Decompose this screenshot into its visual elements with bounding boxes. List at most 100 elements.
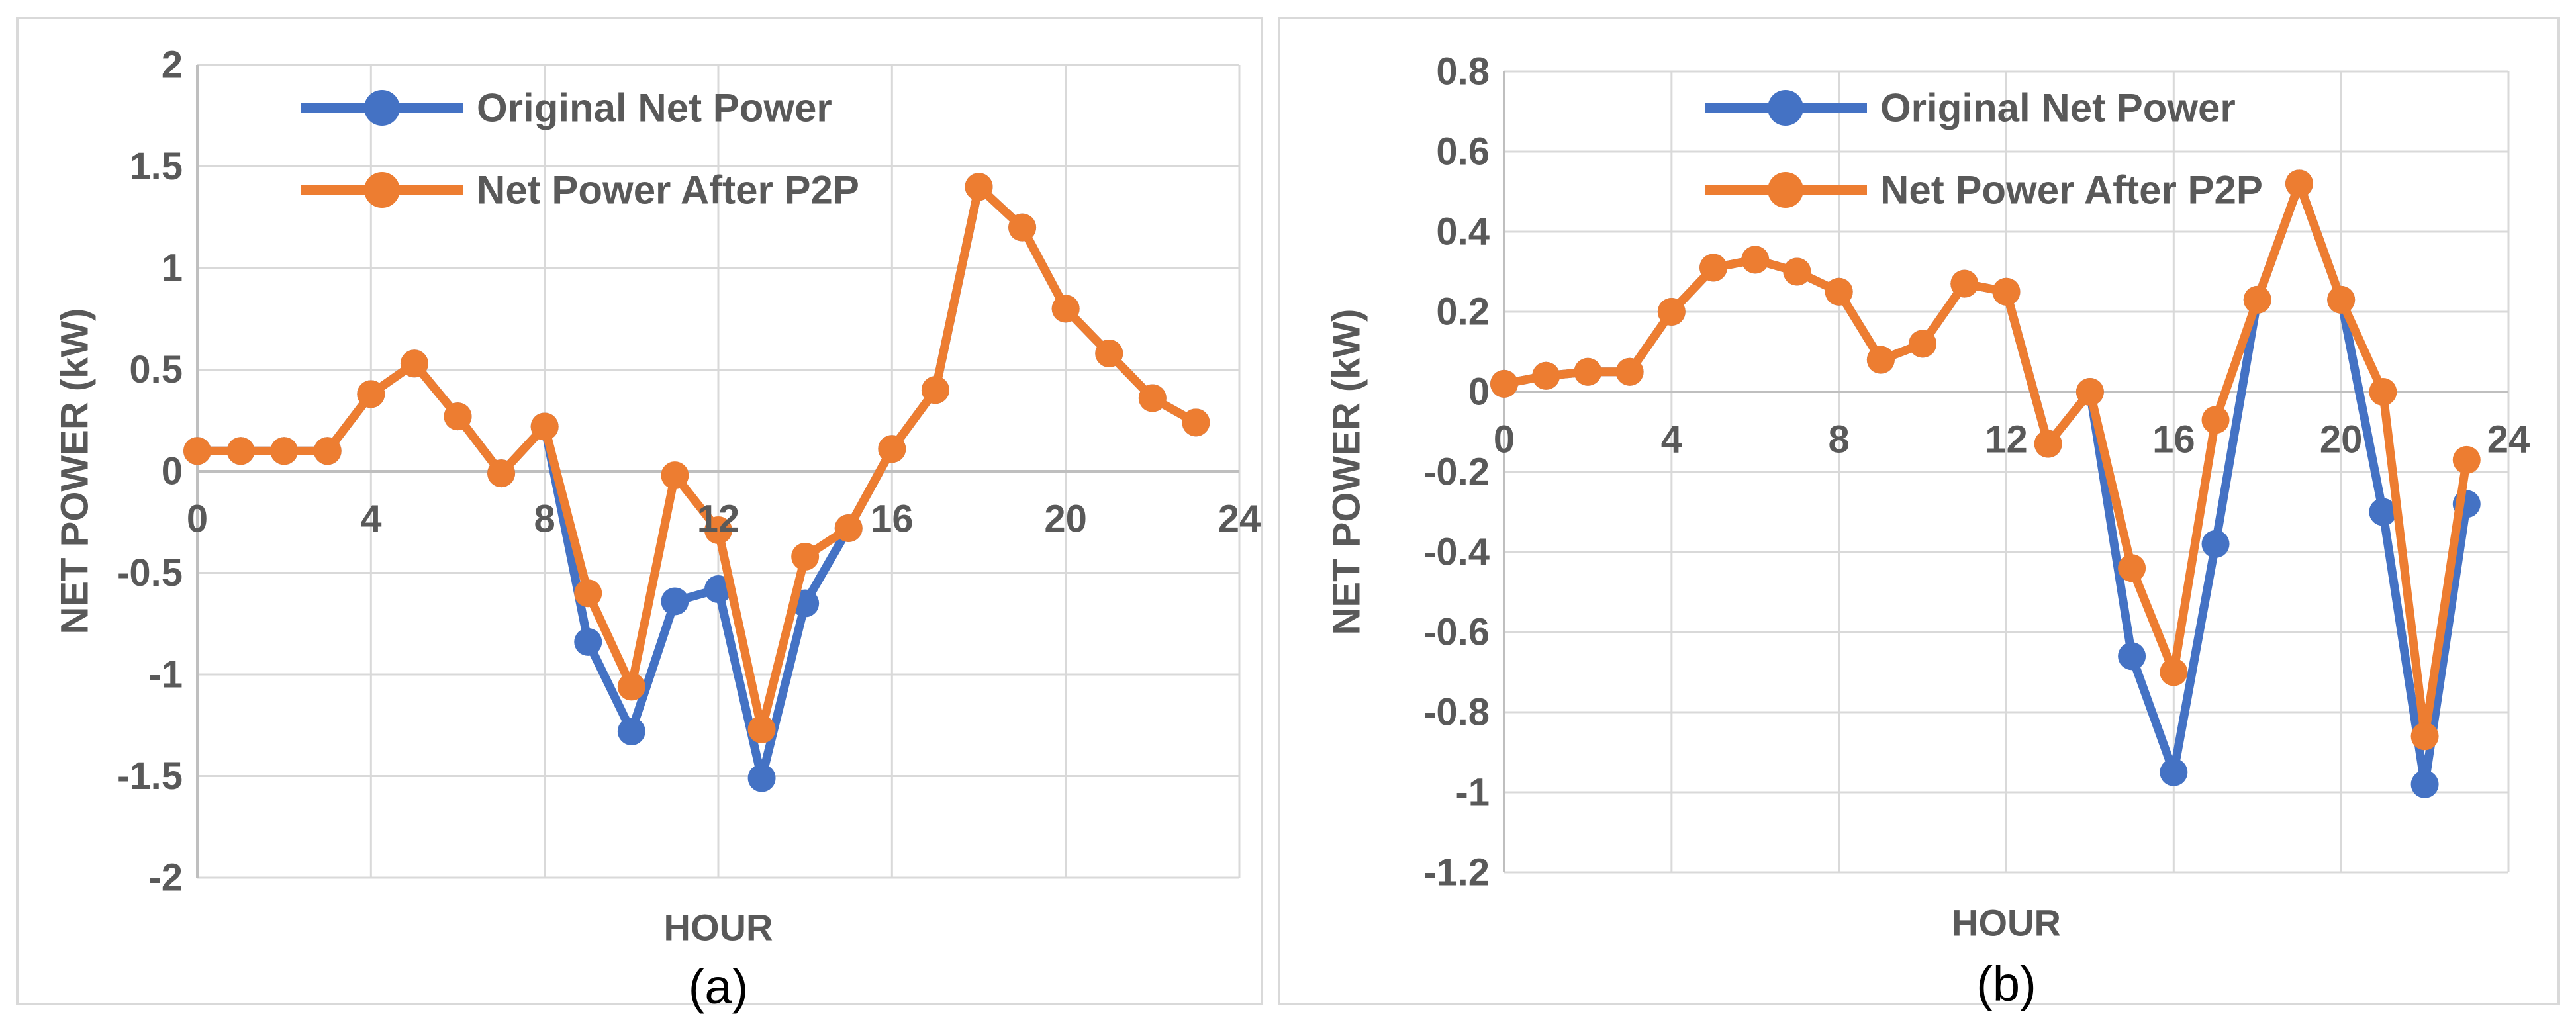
data-point-marker	[1741, 246, 1770, 274]
y-tick-label: 0.2	[1436, 291, 1490, 334]
chart-panel-b: 0.8 0.6 0.4 0.2 0 -0.2 -0.4 -0.6 -0.8 -1 -1.2 0 4 8 12…	[1278, 17, 2560, 1009]
x-tick-label: 16	[871, 498, 914, 541]
x-tick-label: 24	[2487, 418, 2530, 461]
data-point-marker	[2452, 445, 2481, 474]
x-tick-labels: 0 4 8 12 16 20 24	[187, 498, 1261, 541]
data-point-marker	[1992, 277, 2021, 306]
data-point-marker	[226, 437, 255, 465]
y-tick-label: -1.2	[1423, 851, 1490, 894]
line-chart-a: 21.510.50-0.5-1-1.5-20 4 8 12 16 20 24HOURNET …	[54, 44, 1261, 949]
legend-marker-icon	[1768, 90, 1803, 126]
x-tick-label: 4	[1661, 418, 1682, 461]
y-axis-title: NET POWER (kW)	[1325, 309, 1368, 635]
data-point-marker	[1574, 357, 1602, 386]
data-point-marker	[1615, 357, 1644, 386]
data-point-marker	[2118, 642, 2146, 671]
x-tick-label: 0	[187, 498, 208, 541]
data-point-marker	[617, 717, 645, 745]
data-point-marker	[2369, 378, 2397, 406]
data-point-marker	[2160, 658, 2188, 686]
data-point-marker	[617, 673, 645, 701]
series-net-power-after-p2p	[183, 173, 1210, 743]
y-tick-label: 0	[1468, 371, 1490, 414]
data-point-marker	[1950, 269, 1979, 298]
x-tick-label: 0	[1494, 418, 1515, 461]
legend: Original Net Power Net Power After P2P	[1705, 86, 2263, 212]
data-point-marker	[747, 715, 776, 743]
y-tick-label: -2	[148, 857, 183, 900]
data-point-marker	[834, 514, 863, 542]
chart-panel-a: 2 1.5 1 0.5 0 -0.5 -1 -1.5 -2 0 4 8 12 16 20 24 HOUR NET …	[16, 17, 1263, 1011]
data-point-marker	[1051, 295, 1080, 323]
data-point-marker	[747, 764, 776, 792]
data-point-marker	[2201, 530, 2230, 558]
data-point-marker	[574, 627, 602, 656]
data-point-marker	[1182, 408, 1210, 437]
legend-label: Original Net Power	[1880, 86, 2236, 130]
y-tick-label: 1	[162, 247, 183, 290]
x-tick-label: 8	[1829, 418, 1850, 461]
data-point-marker	[878, 435, 906, 463]
y-tick-label: -0.6	[1423, 611, 1490, 654]
caption-b: (b)	[1976, 956, 2036, 1011]
legend-label: Original Net Power	[477, 86, 832, 130]
data-point-marker	[2034, 430, 2062, 458]
y-tick-label: -0.4	[1423, 531, 1490, 574]
series-original-net-power	[183, 173, 1210, 792]
data-point-marker	[270, 437, 299, 465]
y-tick-label: -0.8	[1423, 691, 1490, 734]
data-point-marker	[487, 459, 516, 488]
legend-marker-icon	[364, 172, 400, 208]
y-tick-label: -0.2	[1423, 451, 1490, 494]
y-tick-label: 0	[162, 450, 183, 493]
y-tick-label: -1	[148, 653, 183, 696]
legend-marker-icon	[364, 90, 400, 126]
data-point-marker	[2243, 285, 2271, 314]
x-tick-label: 20	[2320, 418, 2363, 461]
legend-label: Net Power After P2P	[477, 168, 859, 212]
data-point-marker	[357, 380, 385, 408]
data-point-marker	[1095, 339, 1123, 367]
y-tick-labels: 2 1.5 1 0.5 0 -0.5 -1 -1.5 -2	[117, 44, 183, 900]
data-point-marker	[1490, 369, 1518, 398]
data-point-marker	[2201, 406, 2230, 434]
x-tick-label: 12	[1985, 418, 2028, 461]
y-tick-label: 0.5	[129, 348, 183, 391]
legend-label: Net Power After P2P	[1880, 168, 2263, 212]
x-tick-label: 4	[360, 498, 381, 541]
x-tick-label: 20	[1044, 498, 1087, 541]
y-tick-label: -1	[1455, 771, 1490, 814]
data-point-marker	[661, 587, 689, 616]
series-net-power-after-p2p	[1490, 169, 2481, 751]
data-point-marker	[313, 437, 342, 465]
x-tick-labels: 0 4 8 12 16 20 24	[1494, 418, 2530, 461]
y-tick-labels: 0.8 0.6 0.4 0.2 0 -0.2 -0.4 -0.6 -0.8 -1 -1.2	[1423, 50, 1490, 894]
data-point-marker	[921, 376, 949, 404]
data-point-marker	[1532, 361, 1560, 390]
data-point-marker	[574, 579, 602, 608]
y-tick-label: 0.8	[1436, 50, 1490, 93]
data-point-marker	[2369, 498, 2397, 526]
y-tick-label: 0.4	[1436, 210, 1490, 254]
x-axis-title: HOUR	[1952, 902, 2061, 944]
data-point-marker	[2410, 722, 2439, 751]
data-point-marker	[1008, 213, 1037, 242]
y-tick-label: -0.5	[117, 551, 183, 594]
data-point-marker	[2118, 554, 2146, 582]
data-point-marker	[1909, 330, 1937, 358]
data-point-marker	[1866, 346, 1895, 374]
data-point-marker	[400, 349, 428, 378]
legend-marker-icon	[1768, 172, 1803, 208]
data-point-marker	[1783, 257, 1811, 286]
x-tick-label: 16	[2152, 418, 2195, 461]
series-line	[1500, 179, 2471, 789]
data-point-marker	[530, 412, 559, 441]
data-point-marker	[1657, 298, 1686, 326]
x-tick-label: 12	[697, 498, 740, 541]
data-point-marker	[1138, 384, 1167, 412]
data-point-marker	[444, 402, 472, 431]
y-tick-label: -1.5	[117, 755, 183, 798]
x-axis-title: HOUR	[664, 907, 773, 949]
data-point-marker	[183, 437, 211, 465]
data-point-marker	[1825, 277, 1853, 306]
